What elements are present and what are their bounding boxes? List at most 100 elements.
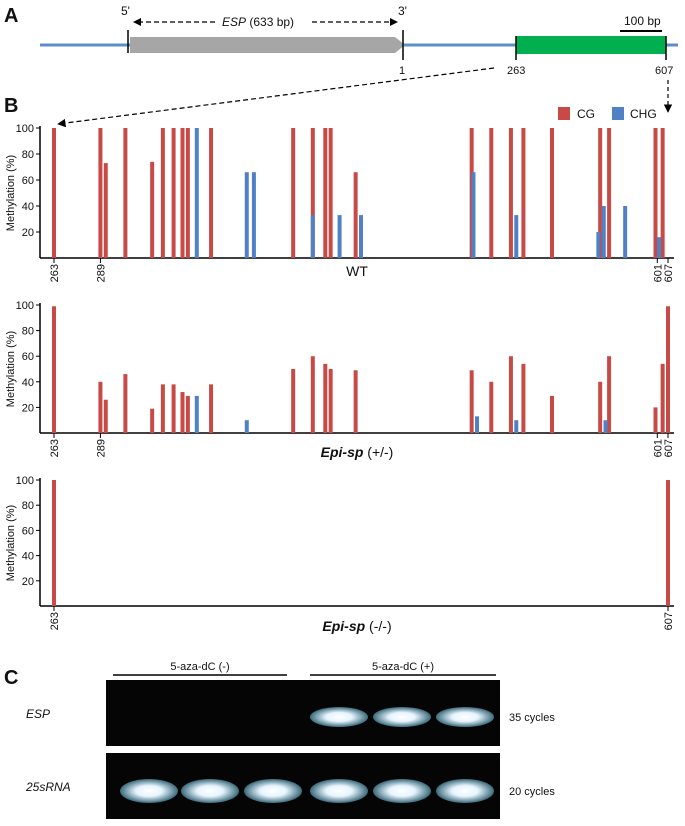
bar-cg-318 [150,161,155,258]
zoom-arrow-left [57,67,495,128]
bar-chg-602 [657,237,662,258]
bar-cg-338 [185,395,190,433]
y-axis-label: Methylation (%) [5,155,17,231]
bar-cg-335 [180,128,185,258]
gel-band-25srna-lane-4 [310,779,368,803]
bar-cg-408 [310,128,315,258]
panel-letter-b: B [4,95,18,117]
bar-cg-408 [310,356,315,433]
bar-cg-569 [598,128,603,258]
y-tick-label: 20 [22,227,34,239]
chart-title-genotype: Epi-sp [322,618,365,634]
panel-b: B CG CHG 20 40 60 80 100 Methylation (%) 263 28… [4,95,675,634]
cycles-label-25srna: 20 cycles [509,786,555,798]
chart-title-zygosity: (-/-) [365,618,391,634]
y-tick-label: 80 [22,149,34,161]
bar-cg-432 [353,370,358,433]
chart-title: Epi-sp (+/-) [321,444,394,460]
bar-cg-330 [171,128,176,258]
esp-arrow-right [390,18,398,26]
bar-cg-289 [98,128,103,258]
panel-letter-a: A [4,5,18,27]
gel-band-25srna-lane-6 [436,779,494,803]
bar-cg-607 [666,306,670,433]
bar-chg-371 [244,172,249,258]
bar-cg-542 [549,395,554,433]
y-tick-label: 40 [22,377,34,389]
panel-letter-c: C [4,667,18,689]
esp-length: (633 bp) [249,15,294,29]
bar-cg-415 [323,128,328,258]
legend-cg-label: CG [577,107,595,121]
bar-cg-604 [660,363,665,433]
y-tick-label: 60 [22,351,34,363]
chart-title: WT [346,263,368,279]
bar-chg-572 [603,420,608,433]
chart-title: Epi-sp (-/-) [322,618,391,634]
bar-cg-418 [328,128,333,258]
x-tick-label: 601 [652,439,664,457]
bar-cg-292 [103,163,108,258]
legend-cg-swatch [558,107,570,120]
bar-cg-519 [508,128,513,258]
five-prime-label: 5' [121,4,130,18]
x-tick-label: 607 [663,612,675,630]
gel-band-25srna-lane-2 [181,779,239,803]
x-tick-label: 289 [95,439,107,457]
bar-cg-397 [291,369,296,433]
x-tick-label: 601 [652,264,664,282]
bar-cg-351 [209,128,214,258]
methylation-chart-hom: 20 40 60 80 100 Methylation (%) 263 607 Epi-sp (… [5,475,675,634]
bar-cg-318 [150,408,155,433]
scale-bar-label: 100 bp [624,14,661,28]
bar-cg-418 [328,369,333,433]
gel-row-label-25srna: 25sRNA [25,780,71,794]
bar-chg-343 [194,395,199,433]
bar-cg-415 [323,363,328,433]
gel-band-esp-lane-5 [373,707,431,727]
bar-chg-522 [514,420,519,433]
bar-cg-569 [598,381,603,433]
bar-cg-351 [209,384,214,433]
x-tick-label: 289 [95,264,107,282]
gel-band-25srna-lane-3 [244,779,302,803]
bar-cg-263 [52,128,56,258]
bar-chg-500 [475,416,480,433]
bar-cg-263 [52,480,56,606]
bar-chg-435 [359,215,363,258]
pos-607-label: 607 [655,65,673,77]
bar-cg-600 [653,128,658,258]
gel-band-esp-lane-6 [436,707,494,727]
bar-cg-289 [98,381,103,433]
bar-chg-568 [596,232,601,258]
chart-title-zygosity: (+/-) [363,444,393,460]
bar-cg-526 [521,128,526,258]
y-tick-label: 60 [22,525,34,537]
bar-cg-604 [660,128,665,258]
target-region-box [516,36,666,54]
bar-cg-397 [291,128,296,258]
group-minus-label: 5-aza-dC (-) [170,661,229,673]
gel-esp [106,680,500,746]
pos-263-label: 263 [507,65,525,77]
bar-cg-432 [353,172,358,258]
bar-chg-583 [623,206,628,258]
y-tick-label: 40 [22,201,34,213]
bar-cg-542 [549,128,554,258]
gel-band-25srna-lane-1 [120,779,178,803]
esp-gene-name: ESP [222,15,246,29]
x-tick-label: 607 [663,264,675,282]
legend-chg-swatch [612,107,624,120]
bar-cg-330 [171,384,176,433]
y-tick-label: 80 [22,326,34,338]
bar-chg-423 [337,215,342,258]
panel-c: C 5-aza-dC (-) 5-aza-dC (+) ESP 25sRNA 3… [4,661,555,819]
bar-chg-375 [251,172,256,258]
legend-chg-label: CHG [630,107,657,121]
bar-cg-508 [489,381,494,433]
cycles-label-esp: 35 cycles [509,712,555,724]
legend: CG CHG [558,107,657,121]
x-tick-label: 263 [49,612,61,630]
